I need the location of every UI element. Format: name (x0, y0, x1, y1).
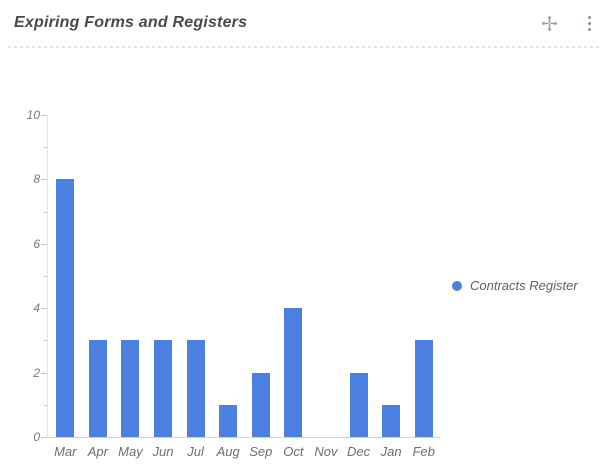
kebab-dot (588, 21, 591, 25)
kebab-menu-icon[interactable] (584, 14, 595, 33)
legend-swatch (452, 280, 462, 291)
y-axis-label: 4 (33, 301, 40, 316)
y-axis-tick-minor (44, 340, 47, 342)
widget-header: Expiring Forms and Registers (0, 0, 609, 46)
x-axis-label: Dec (346, 444, 371, 459)
y-axis-tick-major (41, 179, 47, 181)
bar-mar[interactable] (56, 179, 75, 437)
y-axis-label: 0 (33, 430, 40, 444)
y-axis-tick-major (41, 243, 47, 245)
widget-header-actions (541, 14, 595, 33)
move-arrows-glyph (541, 15, 558, 31)
bar-feb[interactable] (414, 340, 433, 437)
widget-title: Expiring Forms and Registers (14, 14, 248, 31)
legend-label: Contracts Register (470, 278, 578, 293)
y-axis-label: 6 (33, 236, 40, 251)
x-axis-label: Feb (412, 444, 435, 459)
x-axis-line (47, 437, 440, 438)
y-axis-tick-minor (44, 147, 47, 149)
x-axis-label: Mar (54, 444, 77, 459)
bar-jun[interactable] (154, 340, 173, 437)
x-axis-label: Apr (87, 444, 108, 459)
kebab-dot (588, 27, 591, 31)
x-axis-label: Sep (249, 444, 273, 459)
y-axis-tick-minor (44, 211, 47, 213)
y-axis-tick-major (41, 308, 47, 310)
legend-item[interactable]: Contracts Register (452, 278, 578, 293)
y-axis-line (47, 115, 48, 437)
x-axis-label: Jan (380, 444, 402, 459)
y-axis-tick-minor (44, 276, 47, 277)
x-axis-label: May (118, 444, 143, 459)
x-axis-label: Oct (283, 444, 304, 459)
bar-may[interactable] (121, 340, 140, 437)
dotted-divider (8, 46, 601, 48)
kebab-dot (588, 15, 591, 19)
y-axis-tick-major (41, 437, 47, 438)
y-axis-label: 10 (26, 108, 40, 122)
bar-jan[interactable] (382, 404, 401, 437)
y-axis-tick-minor (44, 404, 47, 406)
x-axis-label: Aug (216, 444, 240, 459)
y-axis-tick-major (41, 372, 47, 374)
x-axis-label: Jun (152, 444, 174, 459)
bar-oct[interactable] (284, 308, 303, 437)
bar-dec[interactable] (349, 372, 368, 437)
y-axis-label: 2 (33, 365, 40, 380)
x-axis-label: Nov (314, 444, 338, 459)
bar-aug[interactable] (219, 404, 238, 437)
y-axis-tick-major (41, 115, 47, 116)
y-axis-label: 8 (33, 172, 40, 187)
bar-jul[interactable] (186, 340, 205, 437)
bar-sep[interactable] (251, 372, 270, 437)
x-axis-label: Jul (187, 444, 204, 459)
move-icon[interactable] (541, 15, 558, 32)
bar-apr[interactable] (88, 340, 107, 437)
